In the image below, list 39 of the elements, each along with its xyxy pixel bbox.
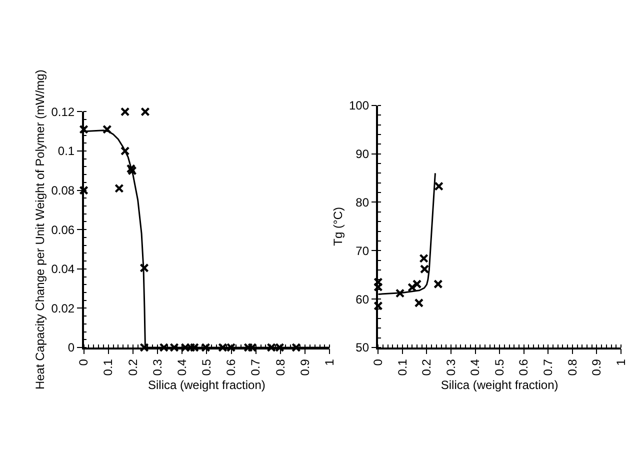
y-axis-title: Tg (°C) <box>330 207 345 246</box>
y-tick-label: 0.12 <box>51 104 75 119</box>
y-tick-label: 0.08 <box>51 184 75 198</box>
y-tick-label: 90 <box>356 147 370 162</box>
y-tick-label: 70 <box>356 244 370 258</box>
x-tick-label: 0.2 <box>126 358 140 376</box>
x-tick-label: 1 <box>322 358 337 366</box>
y-tick-label: 0.04 <box>51 262 75 276</box>
x-tick-label: 0.9 <box>590 358 604 376</box>
x-tick-label: 0.2 <box>420 358 434 376</box>
y-tick-label: 80 <box>356 195 370 210</box>
x-tick-label: 0.4 <box>468 358 482 376</box>
x-tick-label: 0 <box>76 358 91 366</box>
x-tick-label: 0.4 <box>175 358 189 376</box>
x-tick-label: 0.3 <box>444 358 458 376</box>
x-tick-label: 0.8 <box>273 358 288 376</box>
x-axis-title: Silica (weight fraction) <box>440 378 558 392</box>
x-tick-label: 0.5 <box>492 358 506 376</box>
y-tick-label: 0.06 <box>51 222 75 237</box>
x-tick-label: 0.6 <box>516 358 531 376</box>
x-tick-label: 0.3 <box>150 358 164 376</box>
y-tick-label: 0.1 <box>58 144 75 158</box>
y-axis-title: Heat Capacity Change per Unit Weight of Polymer (mW/mg) <box>33 70 48 390</box>
x-tick-label: 0.8 <box>565 358 580 376</box>
x-tick-label: 0.1 <box>395 358 410 376</box>
x-tick-label: 0.9 <box>298 358 312 376</box>
y-tick-label: 100 <box>348 98 370 113</box>
x-axis-title: Silica (weight fraction) <box>148 378 266 392</box>
x-tick-label: 0.7 <box>541 358 556 376</box>
y-tick-label: 0 <box>68 340 75 355</box>
y-tick-label: 60 <box>356 292 370 306</box>
x-tick-label: 0 <box>371 358 386 366</box>
x-tick-label: 0.1 <box>101 358 116 376</box>
x-tick-label: 1 <box>614 358 628 366</box>
y-tick-label: 0.02 <box>51 301 75 316</box>
x-tick-label: 0.7 <box>248 358 263 376</box>
x-tick-label: 0.6 <box>224 358 238 376</box>
x-tick-label: 0.5 <box>200 358 214 376</box>
y-tick-label: 50 <box>356 340 370 355</box>
